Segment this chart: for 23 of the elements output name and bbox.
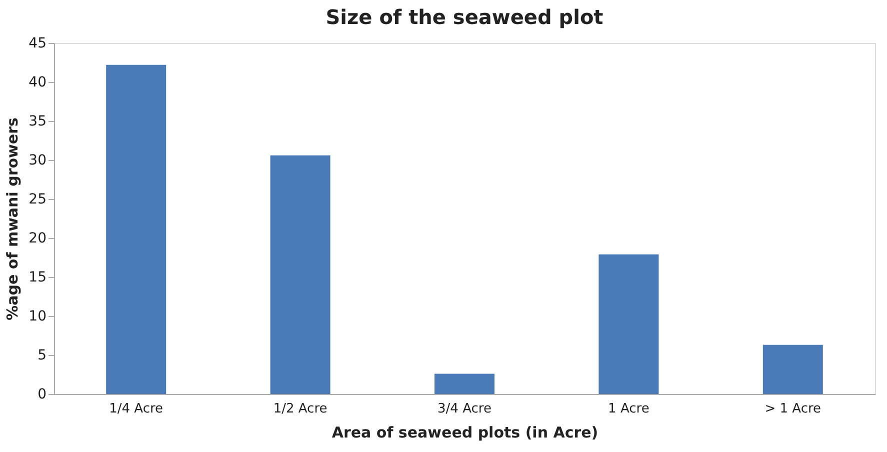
x-tick-label: 1/4 Acre — [109, 402, 164, 416]
bar — [434, 374, 494, 394]
y-tick-label: 0 — [38, 386, 46, 402]
x-tick-label: > 1 Acre — [764, 402, 822, 416]
bar — [270, 155, 330, 394]
bar — [762, 344, 823, 394]
x-tick-label: 3/4 Acre — [438, 402, 492, 416]
x-tick-label: 1/2 Acre — [273, 402, 328, 416]
x-tick-label: 1 Acre — [608, 402, 650, 416]
y-tick-label: 20 — [28, 230, 46, 246]
y-tick-label: 15 — [28, 270, 46, 286]
bar — [106, 64, 166, 394]
y-tick-label: 30 — [28, 152, 46, 168]
y-tick-label: 25 — [28, 192, 46, 208]
x-axis-title: Area of seaweed plots (in Acre) — [332, 424, 598, 442]
y-tick-label: 35 — [28, 114, 46, 130]
y-axis-title: %age of mwani growers — [4, 118, 22, 320]
y-tick-label: 10 — [28, 308, 46, 324]
y-tick-label: 5 — [38, 348, 46, 364]
bar — [598, 254, 659, 394]
y-tick-label: 40 — [28, 74, 46, 90]
chart-title: Size of the seaweed plot — [326, 5, 604, 29]
y-tick-label: 45 — [28, 36, 46, 52]
